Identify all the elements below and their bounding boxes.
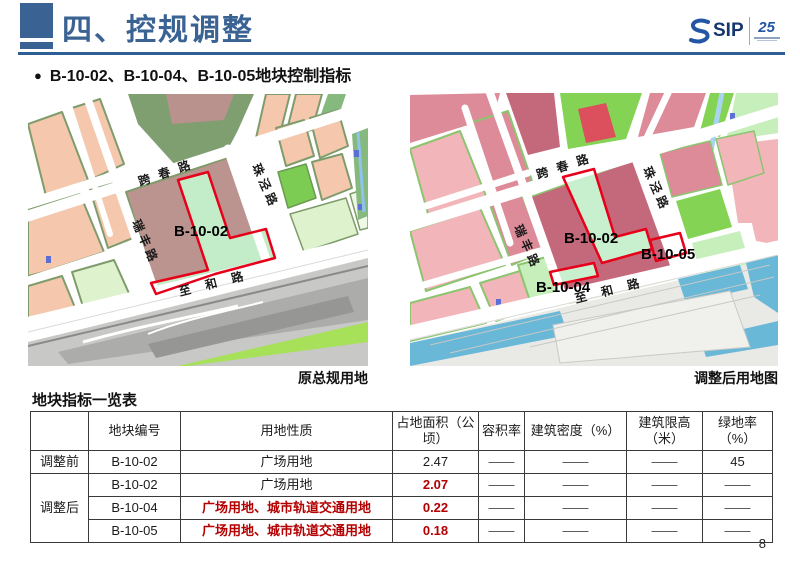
cell-height: —— <box>626 450 703 474</box>
cell-height: —— <box>626 519 703 543</box>
left-map-parcels <box>28 94 368 327</box>
right-outline-b1002 <box>561 167 654 265</box>
right-map-caption: 调整后用地图 <box>694 370 778 386</box>
table-row: B-10-05 广场用地、城市轨道交通用地 0.18 —— —— —— —— <box>31 519 773 543</box>
cell-area: 2.07 <box>392 473 479 497</box>
cell-area: 0.22 <box>392 496 479 520</box>
cell-far: —— <box>478 473 525 497</box>
anniversary-mark: 25 <box>753 19 780 41</box>
left-label-b1002: B-10-02 <box>174 223 228 240</box>
indicator-table: 地块编号 用地性质 占地面积（公顷） 容积率 建筑密度（%） 建筑限高（米） 绿… <box>30 411 773 543</box>
col-height: 建筑限高（米） <box>626 411 703 451</box>
section-heading: ● B-10-02、B-10-04、B-10-05地块控制指标 <box>34 62 351 86</box>
col-code: 地块编号 <box>88 411 181 451</box>
cell-use: 广场用地 <box>180 450 393 474</box>
right-label-b1005: B-10-05 <box>641 246 695 263</box>
table-row: 调整前 B-10-02 广场用地 2.47 —— —— —— 45 <box>30 450 773 474</box>
right-label-b1004: B-10-04 <box>536 279 591 296</box>
cell-green: —— <box>702 473 773 497</box>
left-map-roads <box>28 94 368 336</box>
right-outline-b1005 <box>648 231 688 263</box>
right-label-b1002: B-10-02 <box>564 230 618 247</box>
cell-green: 45 <box>702 450 773 474</box>
right-outline-b1004 <box>548 261 600 287</box>
map-adjusted-plan: B-10-02 B-10-04 B-10-05 跨春路 珠泾路 瑞丰路 至和路 <box>410 93 778 366</box>
table-header-row: 地块编号 用地性质 占地面积（公顷） 容积率 建筑密度（%） 建筑限高（米） 绿… <box>30 411 773 451</box>
sip-logo: SIP 25 <box>686 13 781 49</box>
page-number: 8 <box>758 536 766 551</box>
title-underline <box>18 52 785 55</box>
col-green: 绿地率（%） <box>702 411 773 451</box>
group-after: 调整后 <box>30 473 89 543</box>
cell-area: 2.47 <box>392 450 479 474</box>
cell-density: —— <box>524 519 627 543</box>
title-accent-square <box>20 3 53 38</box>
cell-code: B-10-05 <box>88 519 181 543</box>
anniversary-number: 25 <box>758 19 775 36</box>
cell-code: B-10-02 <box>88 473 181 497</box>
col-area: 占地面积（公顷） <box>392 411 479 451</box>
bullet-icon: ● <box>34 68 42 83</box>
cell-density: —— <box>524 496 627 520</box>
page-title: 四、控规调整 <box>62 14 254 47</box>
cell-height: —— <box>626 496 703 520</box>
col-far: 容积率 <box>478 411 525 451</box>
col-density: 建筑密度（%） <box>524 411 627 451</box>
sip-logo-text: SIP <box>713 20 744 41</box>
cell-far: —— <box>478 519 525 543</box>
map-original-plan: B-10-02 跨春路 珠泾路 瑞丰路 至和路 <box>28 94 368 366</box>
right-map-rail-area <box>410 254 778 366</box>
left-map-caption: 原总规用地 <box>298 370 368 386</box>
cell-green: —— <box>702 496 773 520</box>
logo-fine-print <box>753 37 780 39</box>
sip-s-icon <box>689 18 710 44</box>
right-parcel-outlines <box>548 167 688 287</box>
logo-divider <box>748 17 750 45</box>
cell-far: —— <box>478 450 525 474</box>
cell-use: 广场用地、城市轨道交通用地 <box>180 496 393 520</box>
cell-area: 0.18 <box>392 519 479 543</box>
header-corner <box>30 411 89 451</box>
cell-green: —— <box>702 519 773 543</box>
group-before: 调整前 <box>30 450 89 474</box>
logo-fine-print-2 <box>756 40 777 41</box>
col-use: 用地性质 <box>180 411 393 451</box>
table-row: B-10-04 广场用地、城市轨道交通用地 0.22 —— —— —— —— <box>31 496 773 520</box>
title-accent-strip <box>20 42 53 49</box>
right-map-parcels <box>410 93 778 342</box>
cell-code: B-10-02 <box>88 450 181 474</box>
cell-use: 广场用地 <box>180 473 393 497</box>
cell-height: —— <box>626 473 703 497</box>
left-map-rail-area <box>28 249 368 366</box>
left-parcel-outline-b1002 <box>149 170 277 296</box>
cell-density: —— <box>524 450 627 474</box>
table-row: 调整后 B-10-02 广场用地 2.07 —— —— —— —— <box>30 473 773 543</box>
cell-density: —— <box>524 473 627 497</box>
cell-code: B-10-04 <box>88 496 181 520</box>
cell-far: —— <box>478 496 525 520</box>
cell-use: 广场用地、城市轨道交通用地 <box>180 519 393 543</box>
table-title: 地块指标一览表 <box>32 392 138 409</box>
section-heading-text: B-10-02、B-10-04、B-10-05地块控制指标 <box>49 68 352 85</box>
